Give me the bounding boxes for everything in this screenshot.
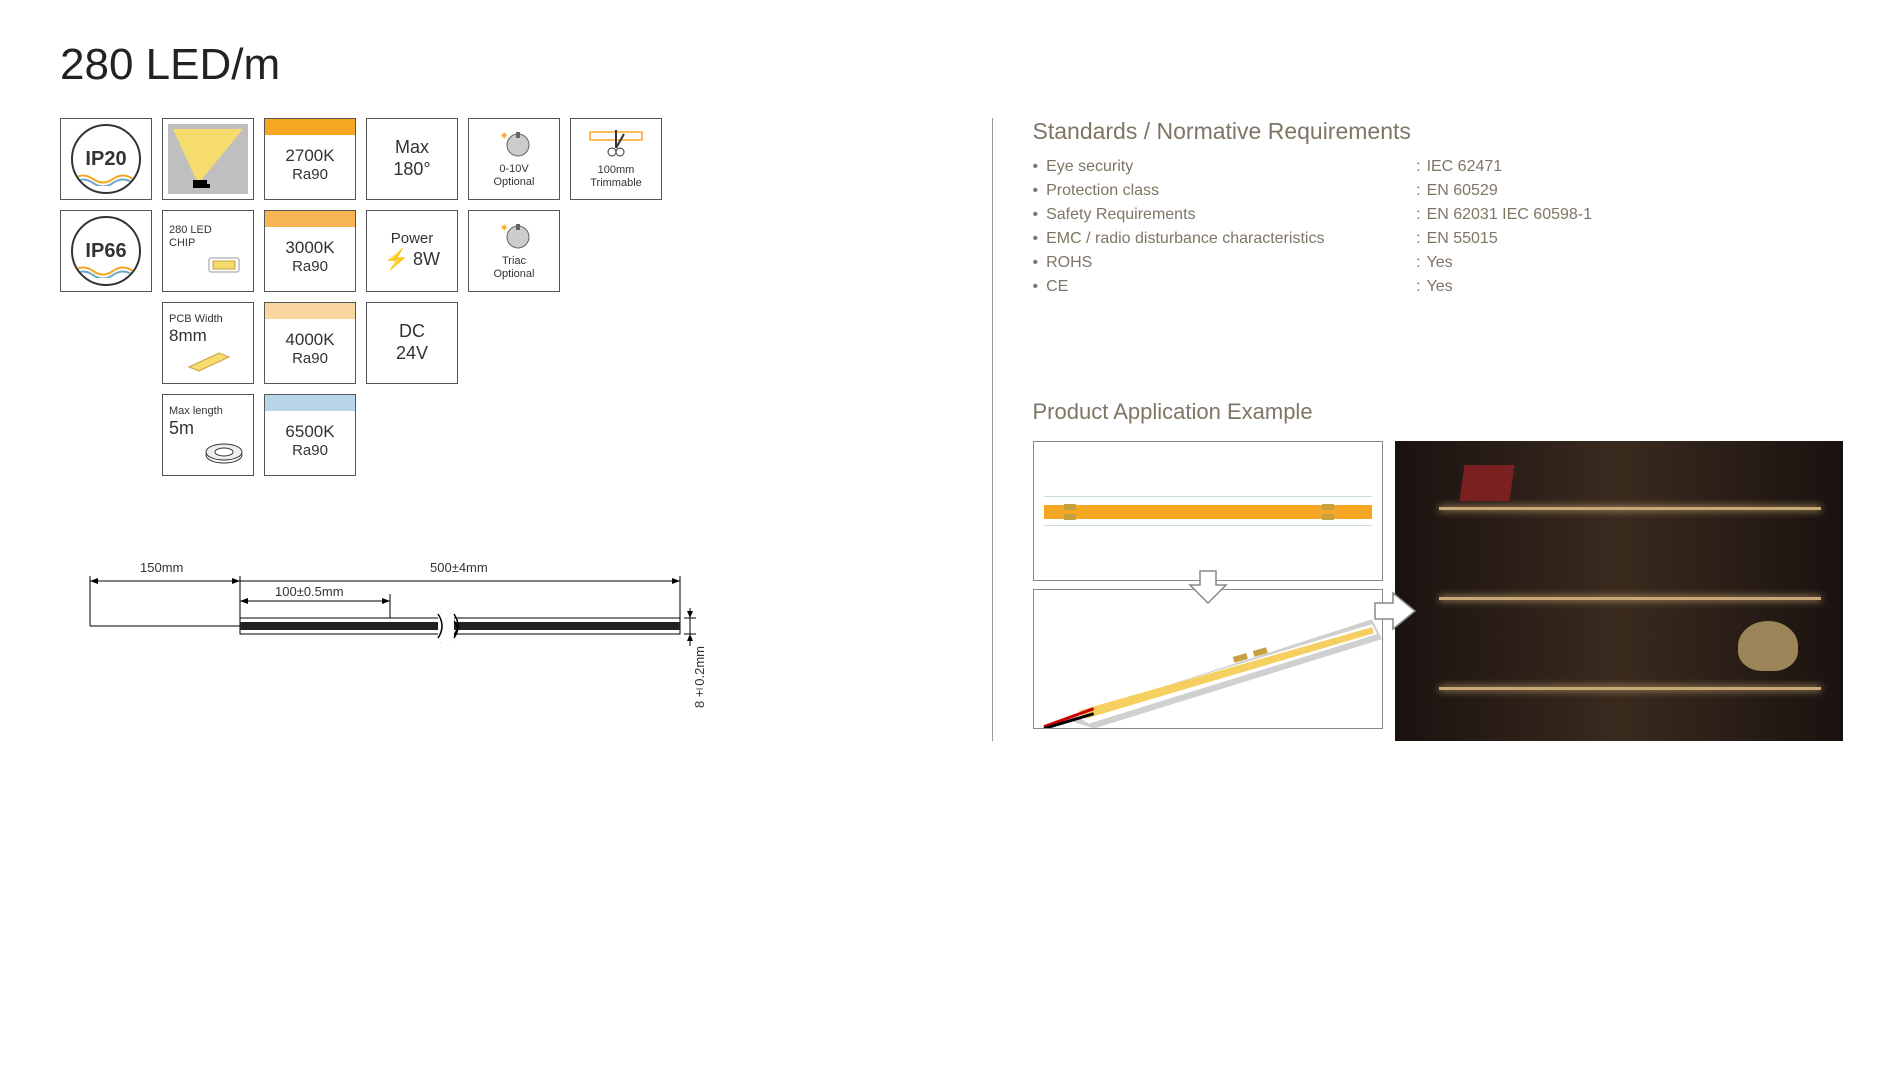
spec-3000k: 3000K Ra90 — [264, 210, 356, 292]
spec-max-angle: Max 180° — [366, 118, 458, 200]
ip20-text: IP20 — [85, 147, 126, 171]
dim-lead: 150mm — [140, 560, 183, 575]
app-strip-top — [1033, 441, 1383, 581]
arrow-down-icon — [1188, 569, 1228, 605]
std-value: EN 55015 — [1427, 230, 1498, 248]
spec-beam-icon — [162, 118, 254, 200]
dim-segment: 100±0.5mm — [275, 584, 344, 599]
spec-power: Power ⚡ 8W — [366, 210, 458, 292]
std-value: IEC 62471 — [1427, 158, 1503, 176]
lightning-icon: ⚡ — [384, 248, 409, 272]
app-strip-profile — [1033, 589, 1383, 729]
spec-max-length: Max length 5m — [162, 394, 254, 476]
maxlen-l1: Max length — [169, 405, 223, 418]
std-value: EN 60529 — [1427, 182, 1498, 200]
ra-4000: Ra90 — [292, 350, 328, 368]
pcb-l1: PCB Width — [169, 313, 223, 326]
spec-trimmable: 100mm Trimmable — [570, 118, 662, 200]
dim2-l2: Optional — [494, 268, 535, 281]
page-title: 280 LED/m — [60, 40, 1843, 90]
std-value: Yes — [1427, 254, 1453, 272]
power-l1: Power — [391, 230, 434, 248]
dc-l1: DC — [399, 321, 425, 343]
standards-row: •EMC / radio disturbance characteristics… — [1033, 227, 1844, 251]
svg-text:✷: ✷ — [500, 131, 508, 142]
spec-ip20: IP20 — [60, 118, 152, 200]
max-angle-l1: Max — [395, 137, 429, 159]
standards-row: •Eye security:IEC 62471 — [1033, 155, 1844, 179]
right-column: Standards / Normative Requirements •Eye … — [992, 118, 1844, 741]
spec-dim-0-10v: ✷ 0-10V Optional — [468, 118, 560, 200]
chip-l1: 280 LED — [169, 224, 212, 237]
standards-row: •Safety Requirements:EN 62031 IEC 60598-… — [1033, 203, 1844, 227]
temp-3000: 3000K — [285, 238, 334, 258]
app-photo — [1395, 441, 1844, 741]
temp-6500: 6500K — [285, 422, 334, 442]
spec-6500k: 6500K Ra90 — [264, 394, 356, 476]
spec-pcb-width: PCB Width 8mm — [162, 302, 254, 384]
main-layout: IP20 2700K Ra90 Max 180° — [60, 118, 1843, 741]
left-column: IP20 2700K Ra90 Max 180° — [60, 118, 952, 741]
spec-ip66: IP66 — [60, 210, 152, 292]
standards-heading: Standards / Normative Requirements — [1033, 118, 1844, 145]
std-label: CE — [1046, 278, 1416, 296]
spec-dc: DC 24V — [366, 302, 458, 384]
max-angle-l2: 180° — [393, 159, 430, 181]
ip66-badge: IP66 — [71, 216, 141, 286]
std-label: Eye security — [1046, 158, 1416, 176]
std-label: EMC / radio disturbance characteristics — [1046, 230, 1416, 248]
maxlen-l2: 5m — [169, 418, 194, 440]
standards-row: •CE:Yes — [1033, 275, 1844, 299]
dim1-l1: 0-10V — [499, 163, 528, 176]
technical-drawing: 150mm 500±4mm 100±0.5mm 8±0.2mm — [60, 556, 952, 716]
std-value: Yes — [1427, 278, 1453, 296]
std-label: ROHS — [1046, 254, 1416, 272]
dim-total: 500±4mm — [430, 560, 488, 575]
spec-grid: IP20 2700K Ra90 Max 180° — [60, 118, 952, 476]
power-l2: 8W — [413, 249, 440, 271]
spec-2700k: 2700K Ra90 — [264, 118, 356, 200]
ip66-text: IP66 — [85, 239, 126, 263]
chip-l2: CHIP — [169, 237, 195, 250]
dim-height: 8±0.2mm — [692, 646, 707, 708]
std-label: Protection class — [1046, 182, 1416, 200]
dim2-l1: Triac — [502, 255, 526, 268]
ra-2700: Ra90 — [292, 166, 328, 184]
temp-4000: 4000K — [285, 330, 334, 350]
ra-6500: Ra90 — [292, 442, 328, 460]
pcb-l2: 8mm — [169, 326, 207, 346]
ra-3000: Ra90 — [292, 258, 328, 276]
dc-l2: 24V — [396, 343, 428, 365]
trim-l2: Trimmable — [590, 177, 642, 190]
standards-list: •Eye security:IEC 62471 •Protection clas… — [1033, 155, 1844, 299]
arrow-right-icon — [1373, 591, 1417, 631]
std-value: EN 62031 IEC 60598-1 — [1427, 206, 1592, 224]
standards-row: •ROHS:Yes — [1033, 251, 1844, 275]
spec-dim-triac: ✷ Triac Optional — [468, 210, 560, 292]
ip20-badge: IP20 — [71, 124, 141, 194]
application-row — [1033, 441, 1844, 741]
spec-chip: 280 LED CHIP — [162, 210, 254, 292]
trim-l1: 100mm — [598, 164, 635, 177]
dim1-l2: Optional — [494, 176, 535, 189]
std-label: Safety Requirements — [1046, 206, 1416, 224]
standards-row: •Protection class:EN 60529 — [1033, 179, 1844, 203]
temp-2700: 2700K — [285, 146, 334, 166]
application-heading: Product Application Example — [1033, 399, 1844, 425]
spec-4000k: 4000K Ra90 — [264, 302, 356, 384]
svg-text:✷: ✷ — [500, 223, 508, 234]
